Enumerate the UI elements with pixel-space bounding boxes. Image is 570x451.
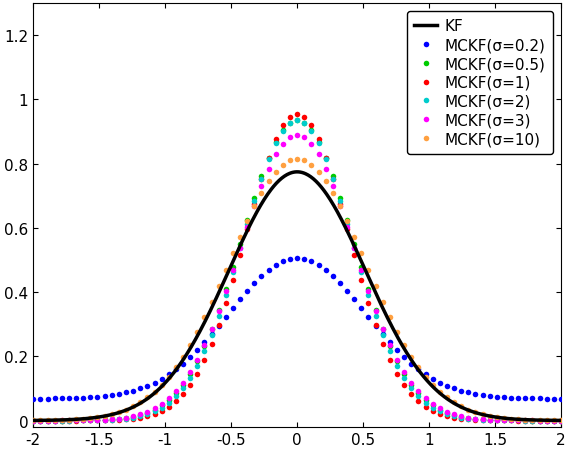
MCKF(σ=0.2) <box>472 391 479 397</box>
MCKF(σ=10) <box>557 418 564 423</box>
MCKF(σ=1) <box>451 415 458 420</box>
MCKF(σ=0.5) <box>458 414 465 419</box>
MCKF(σ=0.2) <box>72 396 79 401</box>
MCKF(σ=1) <box>557 418 564 423</box>
MCKF(σ=1) <box>30 418 36 423</box>
MCKF(σ=1) <box>294 112 300 117</box>
MCKF(σ=1) <box>437 411 443 417</box>
MCKF(σ=2) <box>451 414 458 419</box>
KF <box>268 186 275 192</box>
MCKF(σ=0.5) <box>437 407 443 412</box>
MCKF(σ=10) <box>472 410 479 415</box>
MCKF(σ=0.5) <box>508 418 515 423</box>
KF <box>123 407 130 413</box>
MCKF(σ=3) <box>557 418 564 423</box>
MCKF(σ=10) <box>72 417 79 422</box>
MCKF(σ=0.2) <box>458 388 465 394</box>
Line: KF: KF <box>33 172 561 420</box>
MCKF(σ=10) <box>508 416 515 422</box>
KF <box>294 170 300 175</box>
MCKF(σ=10) <box>458 404 465 409</box>
MCKF(σ=2) <box>458 415 465 420</box>
MCKF(σ=3) <box>294 133 300 138</box>
MCKF(σ=3) <box>472 416 479 421</box>
MCKF(σ=0.5) <box>294 118 300 124</box>
MCKF(σ=0.2) <box>508 395 515 400</box>
KF <box>428 383 435 388</box>
MCKF(σ=0.2) <box>451 386 458 391</box>
KF <box>165 376 172 382</box>
MCKF(σ=0.2) <box>30 396 36 401</box>
MCKF(σ=2) <box>294 118 300 124</box>
KF <box>342 225 349 230</box>
MCKF(σ=0.2) <box>294 256 300 262</box>
Line: MCKF(σ=0.5): MCKF(σ=0.5) <box>31 118 564 423</box>
Line: MCKF(σ=0.2): MCKF(σ=0.2) <box>31 256 564 401</box>
MCKF(σ=3) <box>458 414 465 419</box>
KF <box>383 313 390 319</box>
Line: MCKF(σ=2): MCKF(σ=2) <box>31 118 564 423</box>
Line: MCKF(σ=10): MCKF(σ=10) <box>31 157 564 423</box>
MCKF(σ=10) <box>451 400 458 405</box>
MCKF(σ=2) <box>472 417 479 422</box>
MCKF(σ=3) <box>72 418 79 423</box>
MCKF(σ=3) <box>437 406 443 411</box>
Legend: KF, MCKF(σ=0.2), MCKF(σ=0.5), MCKF(σ=1), MCKF(σ=2), MCKF(σ=3), MCKF(σ=10): KF, MCKF(σ=0.2), MCKF(σ=0.5), MCKF(σ=1),… <box>406 12 553 155</box>
MCKF(σ=10) <box>30 418 36 423</box>
MCKF(σ=0.5) <box>472 416 479 422</box>
MCKF(σ=1) <box>458 416 465 421</box>
MCKF(σ=0.5) <box>557 418 564 423</box>
MCKF(σ=0.5) <box>451 413 458 418</box>
MCKF(σ=3) <box>451 412 458 417</box>
MCKF(σ=0.2) <box>437 380 443 386</box>
MCKF(σ=0.5) <box>72 418 79 423</box>
Line: MCKF(σ=1): MCKF(σ=1) <box>31 112 564 423</box>
MCKF(σ=3) <box>30 418 36 423</box>
MCKF(σ=10) <box>294 157 300 162</box>
KF <box>30 418 36 423</box>
KF <box>557 418 564 423</box>
MCKF(σ=1) <box>72 418 79 423</box>
MCKF(σ=1) <box>508 418 515 423</box>
MCKF(σ=2) <box>557 418 564 423</box>
Line: MCKF(σ=3): MCKF(σ=3) <box>31 133 564 423</box>
MCKF(σ=2) <box>30 418 36 423</box>
MCKF(σ=3) <box>508 418 515 423</box>
MCKF(σ=0.2) <box>557 396 564 401</box>
MCKF(σ=0.5) <box>30 418 36 423</box>
MCKF(σ=2) <box>508 418 515 423</box>
MCKF(σ=1) <box>472 417 479 423</box>
MCKF(σ=2) <box>437 409 443 414</box>
MCKF(σ=2) <box>72 418 79 423</box>
MCKF(σ=10) <box>437 389 443 395</box>
